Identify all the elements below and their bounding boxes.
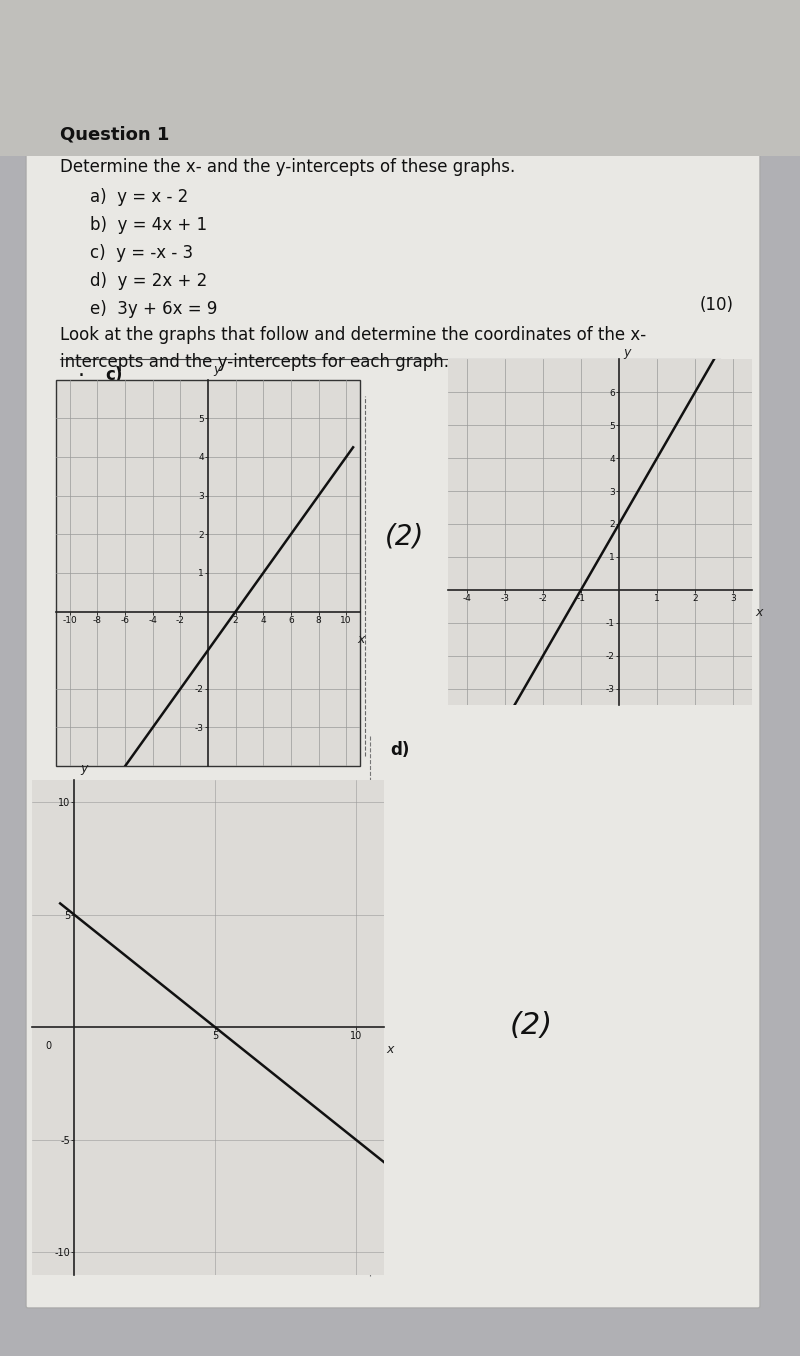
Text: d): d): [390, 740, 410, 759]
FancyBboxPatch shape: [26, 43, 760, 1309]
Text: x: x: [387, 1043, 394, 1056]
Text: Look at the graphs that follow and determine the coordinates of the x-: Look at the graphs that follow and deter…: [60, 325, 646, 344]
Text: y: y: [623, 346, 631, 359]
Text: d)  y = 2x + 2: d) y = 2x + 2: [90, 273, 207, 290]
Text: Question 1: Question 1: [60, 126, 170, 144]
Text: c)  y = -x - 3: c) y = -x - 3: [90, 244, 193, 262]
Text: y: y: [80, 762, 87, 776]
Text: intercepts and the y-intercepts for each graph.: intercepts and the y-intercepts for each…: [60, 353, 449, 372]
Bar: [0, 0, 800, 156]
Text: b)  y = 4x + 1: b) y = 4x + 1: [90, 216, 207, 235]
Text: e)  3y + 6x = 9: e) 3y + 6x = 9: [90, 300, 218, 319]
Text: (10): (10): [700, 296, 734, 315]
Text: (2): (2): [385, 522, 424, 551]
Text: ·: ·: [78, 366, 85, 386]
Text: 0: 0: [46, 1040, 52, 1051]
Text: x: x: [756, 606, 763, 620]
Text: Determine the x- and the y-intercepts of these graphs.: Determine the x- and the y-intercepts of…: [60, 159, 515, 176]
Text: a)  y = x - 2: a) y = x - 2: [90, 188, 188, 206]
Text: x: x: [358, 633, 365, 645]
Text: c): c): [105, 366, 122, 384]
Text: b): b): [505, 366, 524, 384]
Text: y: y: [213, 363, 220, 376]
Text: (2): (2): [510, 1012, 553, 1040]
